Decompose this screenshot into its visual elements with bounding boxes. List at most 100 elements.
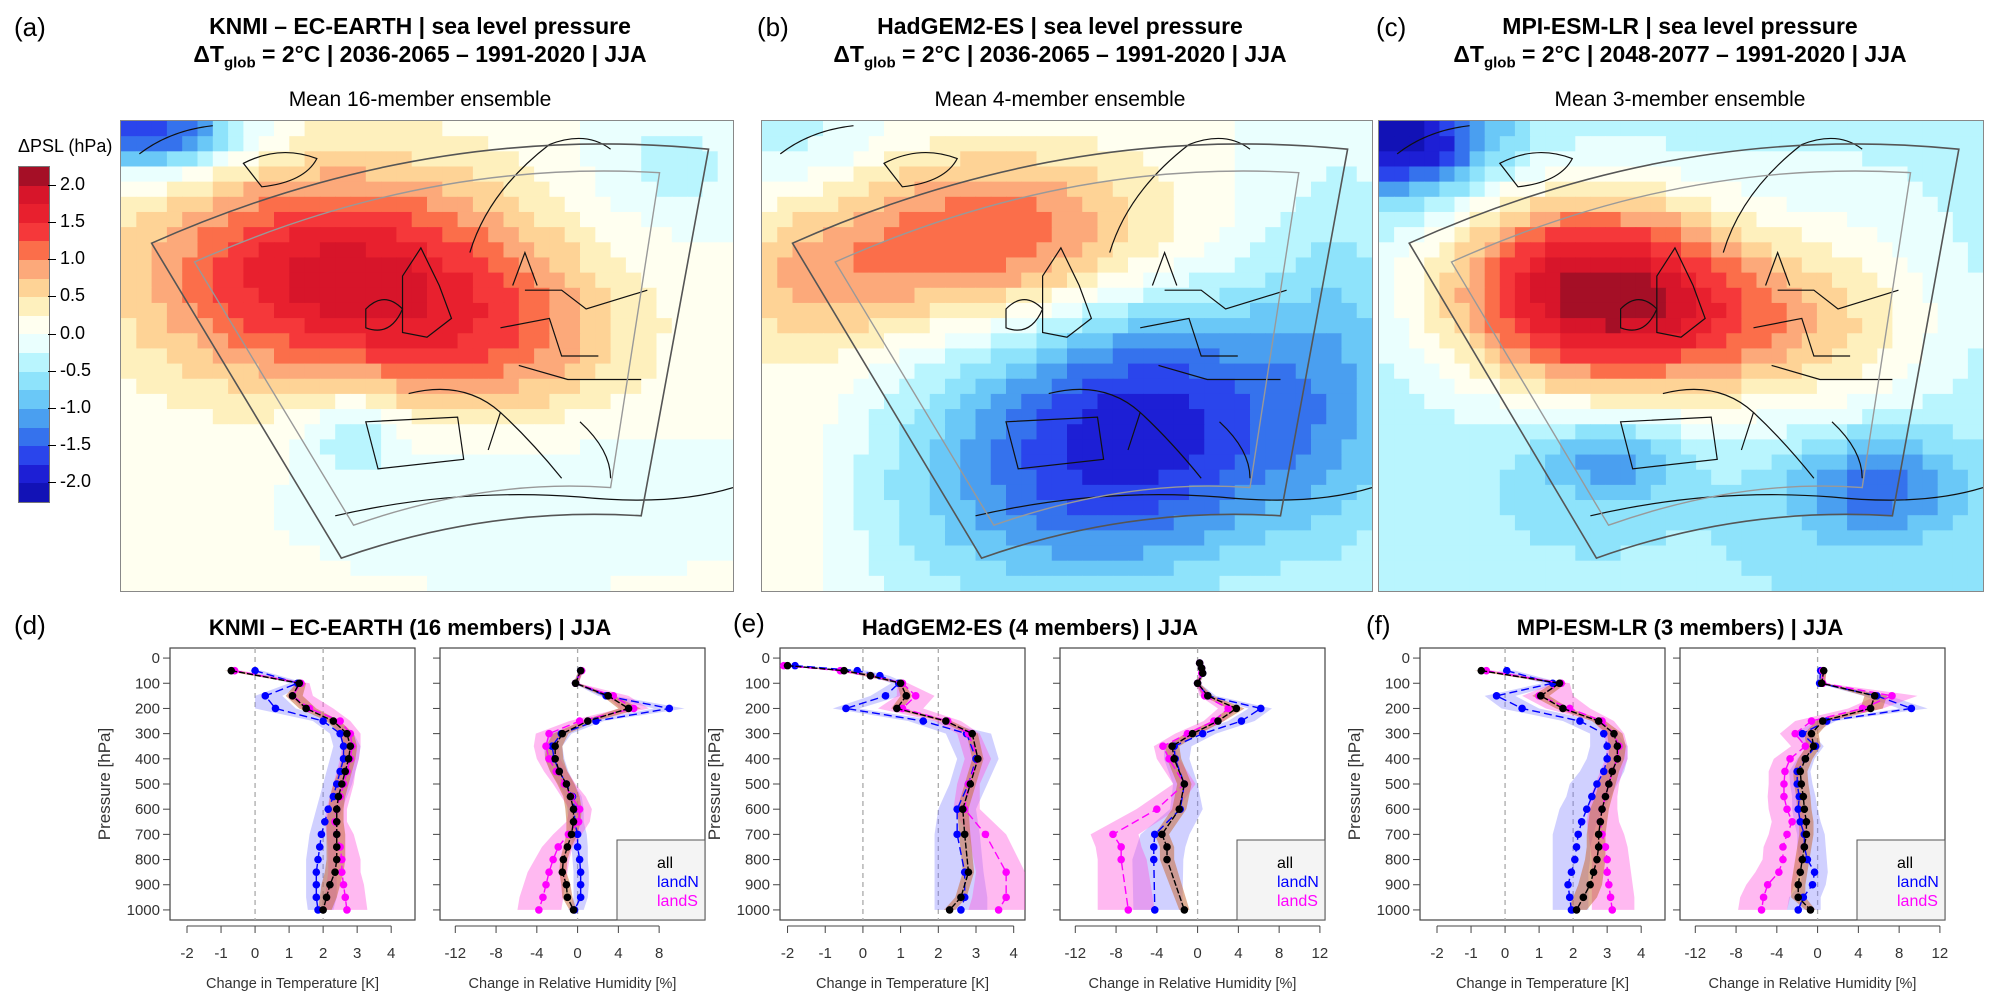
- grid-cell: [975, 545, 992, 562]
- grid-cell: [1620, 454, 1637, 471]
- grid-cell: [1295, 515, 1312, 531]
- x-tick-label: 3: [353, 945, 361, 962]
- grid-cell: [777, 151, 794, 168]
- grid-cell: [1892, 318, 1909, 334]
- grid-cell: [838, 545, 855, 562]
- grid-cell: [1424, 484, 1440, 501]
- grid-cell: [1341, 515, 1358, 531]
- grid-cell: [792, 257, 809, 274]
- grid-cell: [641, 348, 658, 365]
- grid-cell: [1454, 196, 1471, 213]
- grid-cell: [457, 530, 474, 547]
- grid-cell: [182, 363, 199, 380]
- grid-cell: [182, 121, 199, 137]
- grid-cell: [1499, 287, 1516, 304]
- grid-cell: [1234, 545, 1251, 562]
- grid-cell: [1847, 469, 1863, 486]
- grid-cell: [717, 409, 733, 425]
- data-point-all: [1163, 855, 1171, 864]
- grid-cell: [1862, 302, 1878, 319]
- grid-cell: [1681, 196, 1697, 213]
- grid-cell: [1907, 121, 1924, 137]
- grid-cell: [228, 348, 244, 365]
- grid-cell: [717, 545, 733, 562]
- grid-cell: [762, 409, 778, 425]
- grid-cell: [1204, 227, 1221, 243]
- grid-cell: [503, 424, 520, 440]
- grid-cell: [457, 469, 474, 486]
- data-point-landN: [1603, 742, 1611, 751]
- grid-cell: [1036, 409, 1053, 425]
- grid-cell: [121, 272, 137, 289]
- grid-cell: [1832, 302, 1848, 319]
- grid-cell: [1620, 348, 1637, 365]
- grid-cell: [717, 454, 733, 471]
- grid-cell: [1112, 318, 1129, 334]
- grid-cell: [1696, 363, 1712, 380]
- grid-cell: [580, 454, 596, 471]
- grid-cell: [488, 151, 505, 168]
- grid-cell: [411, 211, 428, 228]
- grid-cell: [1311, 439, 1327, 456]
- grid-cell: [564, 575, 581, 591]
- grid-cell: [1158, 196, 1175, 213]
- grid-cell: [304, 287, 321, 304]
- grid-cell: [945, 227, 961, 243]
- grid-cell: [1967, 500, 1983, 516]
- grid-cell: [1439, 181, 1456, 198]
- grid-cell: [1082, 378, 1099, 395]
- grid-cell: [1036, 272, 1053, 289]
- grid-cell: [1967, 181, 1983, 198]
- grid-cell: [671, 575, 688, 591]
- grid-cell: [427, 287, 443, 304]
- grid-cell: [1922, 211, 1939, 228]
- grid-cell: [1575, 439, 1591, 456]
- grid-cell: [503, 348, 520, 365]
- grid-cell: [1097, 287, 1114, 304]
- grid-cell: [1620, 242, 1637, 259]
- grid-cell: [1143, 333, 1160, 350]
- data-point-landN: [1502, 666, 1511, 675]
- grid-cell: [1575, 378, 1591, 395]
- grid-cell: [335, 469, 352, 486]
- grid-cell: [687, 378, 703, 395]
- grid-cell: [350, 272, 367, 289]
- grid-cell: [1635, 272, 1652, 289]
- grid-cell: [945, 196, 961, 213]
- grid-cell: [641, 211, 658, 228]
- grid-cell: [838, 151, 855, 168]
- grid-cell: [212, 409, 229, 425]
- grid-cell: [381, 378, 397, 395]
- grid-cell: [518, 545, 535, 562]
- grid-cell: [427, 242, 443, 259]
- grid-cell: [1082, 181, 1099, 198]
- grid-cell: [503, 378, 520, 395]
- grid-cell: [1356, 484, 1372, 501]
- grid-cell: [1922, 227, 1939, 243]
- grid-cell: [1726, 318, 1742, 334]
- grid-cell: [853, 302, 870, 319]
- grid-cell: [1204, 454, 1221, 471]
- grid-cell: [1051, 363, 1068, 380]
- grid-cell: [1036, 287, 1053, 304]
- grid-cell: [1021, 363, 1038, 380]
- grid-cell: [274, 575, 290, 591]
- grid-cell: [1484, 393, 1501, 410]
- grid-cell: [1424, 378, 1440, 395]
- grid-cell: [1158, 575, 1175, 591]
- grid-cell: [243, 484, 260, 501]
- grid-cell: [702, 181, 719, 198]
- grid-cell: [1189, 272, 1205, 289]
- grid-cell: [488, 121, 505, 137]
- data-point-landN: [317, 830, 326, 839]
- grid-cell: [1786, 242, 1803, 259]
- delta-symbol: ΔT: [1453, 41, 1484, 67]
- grid-cell: [1454, 530, 1471, 547]
- grid-cell: [1379, 363, 1395, 380]
- data-point-landS: [545, 868, 553, 876]
- grid-cell: [884, 136, 900, 152]
- x-tick-label: -8: [489, 945, 502, 962]
- grid-cell: [687, 302, 703, 319]
- coastline: [1152, 253, 1176, 286]
- grid-cell: [1250, 560, 1266, 577]
